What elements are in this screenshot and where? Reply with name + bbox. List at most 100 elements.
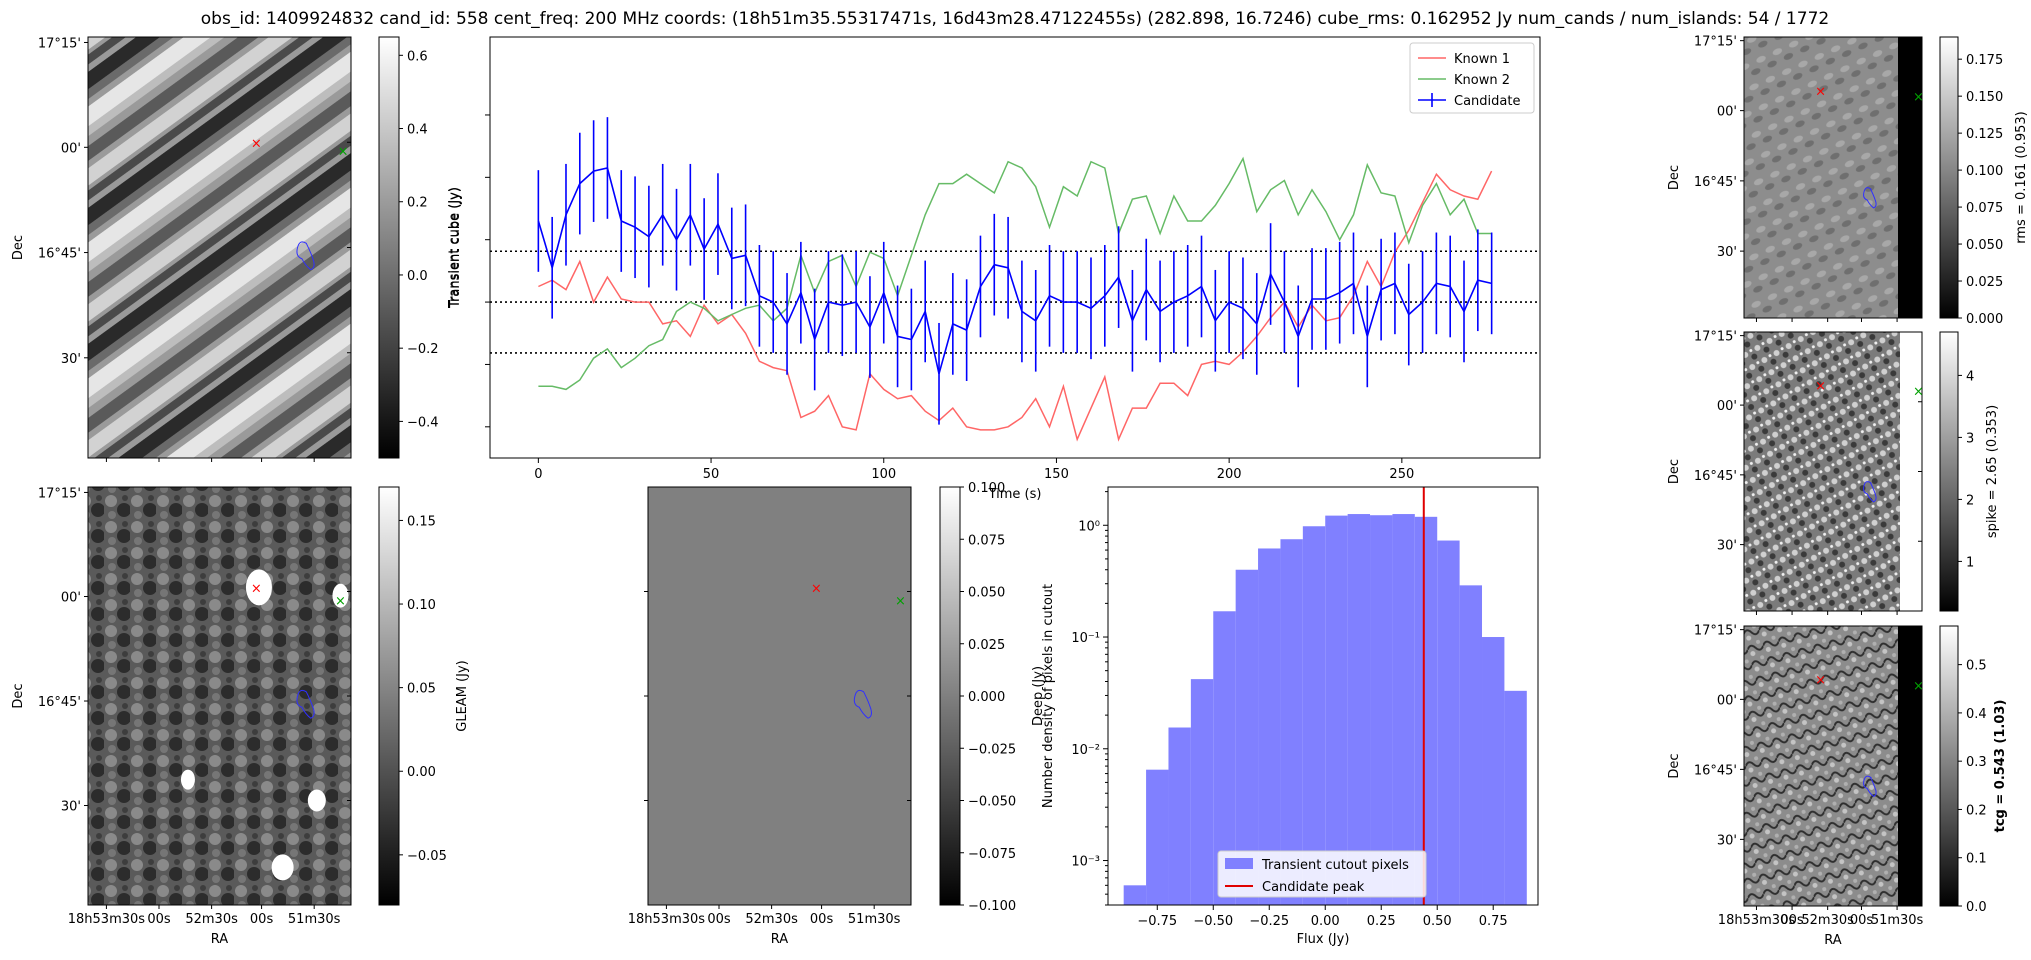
ra-tick-label: 00s xyxy=(147,912,171,927)
colorbar-tick-label: 0.6 xyxy=(407,49,428,64)
dec-tick-label: 17°15' xyxy=(1694,624,1737,639)
dec-tick-label: 16°45' xyxy=(38,247,81,262)
island-contour xyxy=(853,689,872,719)
ra-axis-label: RA xyxy=(771,932,789,947)
colorbar-label: tcg = 0.543 (1.03) xyxy=(1993,700,2008,833)
ra-tick-label: 00s xyxy=(707,912,731,927)
histogram-bar xyxy=(1504,690,1527,905)
histogram-bar xyxy=(1146,769,1169,905)
colorbar-tick-label: 0.5 xyxy=(1966,659,1987,674)
colorbar-label: spike = 2.65 (0.353) xyxy=(1985,405,2000,538)
candidate-marker: × xyxy=(1815,673,1826,688)
bright-source xyxy=(332,583,349,608)
dec-axis-label: Dec xyxy=(1667,459,1682,484)
known-source-marker: × xyxy=(1913,90,1924,105)
plot-area xyxy=(489,36,1541,459)
colorbar-label: GLEAM (Jy) xyxy=(455,660,470,731)
colorbar-tick-label: 0.00 xyxy=(407,765,436,780)
ra-tick-label: 52m30s xyxy=(185,912,238,927)
dec-tick-label: 00' xyxy=(1717,399,1737,414)
known-source-marker: × xyxy=(1913,679,1924,694)
histogram-bar xyxy=(1347,514,1371,905)
colorbar-tick-label: −0.100 xyxy=(968,899,1016,914)
colorbar-label: Deep (Jy) xyxy=(1031,666,1046,726)
ra-tick-label: 51m30s xyxy=(288,912,341,927)
legend-label: Candidate peak xyxy=(1262,880,1365,895)
x-tick-label: −0.50 xyxy=(1193,914,1233,929)
ra-tick-label: 00s xyxy=(1780,913,1804,928)
colorbar-tick-label: 0.10 xyxy=(407,598,436,613)
histogram-bar xyxy=(1213,611,1236,905)
colorbar-tick-label: 0.150 xyxy=(1966,90,2003,105)
histogram-chart: −0.75 −0.50 −0.25 0.00 0.25 0.50 0.75 10⁰ 10⁻¹ 10… xyxy=(1041,486,1539,947)
histogram-bar xyxy=(1302,526,1326,905)
legend-box xyxy=(1217,850,1427,898)
transient-cube-panel: × × 17°15' 00' 16°45' 30' Dec 0.6 0.4 0.2 0.0 −0.2 −… xyxy=(11,36,463,462)
colorbar-tick-label: 0.025 xyxy=(1966,275,2003,290)
dec-tick-label: 17°15' xyxy=(38,36,81,51)
colorbar-tick-label: 0.3 xyxy=(1966,755,1987,770)
colorbar-tick-label: 0.050 xyxy=(968,586,1005,601)
histogram-bar xyxy=(1437,540,1460,905)
legend-label: Known 2 xyxy=(1454,73,1510,88)
candidate-marker: × xyxy=(1815,84,1826,99)
known-source-marker: × xyxy=(335,594,346,609)
bright-source xyxy=(307,789,326,812)
legend-label: Transient cutout pixels xyxy=(1261,858,1409,873)
colorbar-tick-label: 2 xyxy=(1966,493,1974,508)
dec-axis-label: Dec xyxy=(1667,165,1682,190)
x-tick-label: 0.00 xyxy=(1311,914,1340,929)
colorbar-tick-label: 0.05 xyxy=(407,682,436,697)
ra-tick-label: 18h53m30s xyxy=(628,912,706,927)
histogram-bar xyxy=(1392,514,1415,905)
dec-tick-label: 00' xyxy=(61,141,81,156)
lightcurve-chart: 0 50 100 150 200 250 Time (s) Transient cube (J… xyxy=(447,36,1541,502)
series-line-known-1 xyxy=(538,170,1493,442)
legend-box xyxy=(1409,42,1535,114)
dec-tick-label: 17°15' xyxy=(1694,35,1737,50)
colorbar-tick-label: 0.0 xyxy=(1966,900,1987,915)
colorbar-tick-label: 0.000 xyxy=(1966,312,2003,327)
ra-tick-label: 18h53m30s xyxy=(1718,913,1796,928)
ra-tick-label: 52m30s xyxy=(1801,913,1854,928)
island-contour xyxy=(1863,481,1877,503)
x-tick-label: 50 xyxy=(703,467,720,482)
shared-y-axis-label: Transient cube (Jy) xyxy=(447,187,462,309)
ra-axis-label: RA xyxy=(211,932,229,947)
histogram-bar xyxy=(1168,727,1191,905)
histogram-legend: Transient cutout pixels Candidate peak xyxy=(1217,850,1427,898)
known-source-marker: × xyxy=(1913,385,1924,400)
colorbar-tick-label: 0.4 xyxy=(407,123,428,138)
colorbar-tick-label: 0.075 xyxy=(968,533,1005,548)
dec-tick-label: 17°15' xyxy=(1694,330,1737,345)
dec-tick-label: 30' xyxy=(1717,833,1737,848)
x-tick-label: 250 xyxy=(1389,467,1414,482)
image-area xyxy=(1744,332,1922,611)
rms-panel: × × 17°15' 00' 16°45' 30' Dec 0.175 0.150 0.125 0.… xyxy=(1667,35,2029,327)
dec-tick-label: 30' xyxy=(1717,539,1737,554)
bright-source xyxy=(180,769,195,790)
ra-tick-label: 51m30s xyxy=(1871,913,1924,928)
colorbar-tick-label: 1 xyxy=(1966,555,1974,570)
colorbar-tick-label: 0.100 xyxy=(968,481,1005,496)
colorbar-tick-label: 0.125 xyxy=(1966,127,2003,142)
colorbar xyxy=(378,36,400,459)
colorbar xyxy=(1939,331,1959,612)
x-tick-label: 150 xyxy=(1044,467,1069,482)
candidate-marker: × xyxy=(251,136,262,151)
dec-axis-label: Dec xyxy=(11,235,26,260)
x-axis-label: Time (s) xyxy=(988,487,1042,502)
colorbar xyxy=(378,486,400,906)
colorbar-tick-label: −0.025 xyxy=(968,742,1016,757)
dec-tick-label: 30' xyxy=(61,800,81,815)
colorbar-tick-label: 0.1 xyxy=(1966,852,1987,867)
ra-tick-label: 52m30s xyxy=(745,912,798,927)
series-line-candidate xyxy=(537,167,1492,375)
x-tick-label: 100 xyxy=(871,467,896,482)
bright-source xyxy=(245,569,272,606)
histogram-bar xyxy=(1190,679,1214,905)
deep-panel: ××18h53m30s 00s 52m30s 00s 51m30sRA0.1000.07… xyxy=(628,481,1046,947)
ra-tick-label: 00s xyxy=(250,912,274,927)
colorbar-tick-label: 0.025 xyxy=(968,638,1005,653)
